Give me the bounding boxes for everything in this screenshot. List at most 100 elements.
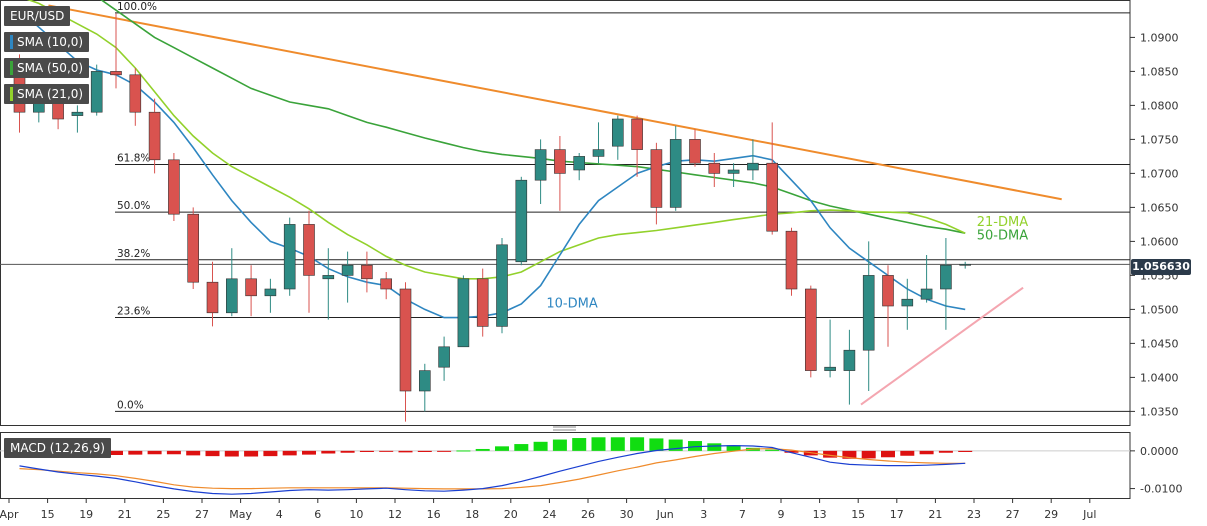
candle-body: [573, 156, 586, 171]
symbol-label-text: EUR/USD: [10, 9, 65, 23]
x-tick-label: 18: [465, 508, 479, 521]
annotation-10-dma: 10-DMA: [546, 296, 597, 311]
candle: [843, 329, 856, 405]
legend-sma50-swatch: [10, 61, 13, 75]
macd-histogram-bar: [147, 450, 162, 455]
x-tick-label: 21: [928, 508, 942, 521]
macd-histogram-bar: [437, 450, 452, 452]
candle: [148, 98, 161, 174]
y-tick-label: 1.0500: [1140, 303, 1179, 316]
candle-body: [187, 213, 199, 283]
candle-body: [901, 298, 914, 307]
macd-histogram-bar: [302, 450, 316, 455]
macd-y-tick-label: -0.0100: [1140, 483, 1182, 496]
macd-histogram-bar: [881, 450, 895, 458]
macd-histogram-bar: [688, 441, 702, 451]
x-tick-label: May: [229, 508, 252, 521]
macd-histogram-bar: [630, 437, 645, 451]
last-price-value: 1.056630: [1132, 260, 1190, 273]
x-tick-label: 15: [41, 508, 55, 521]
candle-body: [611, 118, 624, 147]
x-tick-label: 15: [851, 508, 865, 521]
candle: [554, 136, 566, 211]
macd-histogram-bar: [572, 438, 587, 451]
candle-body: [341, 264, 354, 276]
legend-sma21-label: SMA (21,0): [17, 87, 84, 101]
candle-body: [245, 278, 257, 297]
macd-line: [19, 444, 966, 495]
y-tick-label: 1.0350: [1140, 405, 1179, 418]
candle-body: [940, 264, 952, 290]
candle-body: [264, 288, 277, 297]
candle-body: [322, 275, 335, 280]
legend-macd[interactable]: MACD (12,26,9): [4, 438, 111, 458]
candle: [206, 261, 219, 327]
x-tick-label: 29: [1044, 508, 1058, 521]
macd-histogram-bar: [533, 441, 548, 451]
candle-body: [515, 179, 528, 263]
x-tick-label: 16: [427, 508, 441, 521]
candle: [322, 248, 335, 320]
candle-body: [882, 275, 894, 307]
fib-level-label: 23.6%: [117, 306, 150, 318]
macd-histogram-bar: [186, 450, 201, 456]
x-tick-label: 30: [620, 508, 634, 521]
macd-histogram-bar: [244, 450, 259, 457]
candle: [90, 64, 103, 116]
y-tick-label: 1.0900: [1140, 31, 1179, 44]
sma50-line: [100, 0, 966, 234]
macd-histogram-bar: [495, 446, 509, 451]
legend-sma21[interactable]: SMA (21,0): [4, 84, 90, 104]
candle: [747, 139, 759, 181]
candle: [110, 13, 122, 89]
x-tick-label: 23: [967, 508, 981, 521]
x-tick-label: 24: [542, 508, 556, 521]
macd-histogram-bar: [282, 450, 297, 456]
legend-sma10[interactable]: SMA (10,0): [4, 32, 90, 52]
candle-body: [843, 349, 856, 371]
macd-histogram-bar: [340, 450, 355, 453]
x-tick-label: 27: [1006, 508, 1020, 521]
legend-sma10-label: SMA (10,0): [17, 35, 84, 49]
macd-histogram-bar: [649, 438, 664, 451]
candle-body: [457, 278, 470, 348]
candle: [438, 336, 450, 381]
macd-histogram-bar: [842, 450, 857, 459]
macd-panel-frame: [0, 432, 1131, 499]
candle-body: [689, 139, 701, 164]
y-tick-label: 1.0450: [1140, 337, 1179, 350]
annotation-50-dma: 50-DMA: [977, 228, 1028, 243]
legend-sma50[interactable]: SMA (50,0): [4, 58, 90, 78]
candle: [418, 363, 431, 412]
candle: [824, 319, 836, 378]
candle: [920, 255, 933, 303]
candle-body: [631, 118, 643, 150]
sma21-line: [26, 0, 966, 280]
x-tick-label: 17: [890, 508, 904, 521]
candle-body: [418, 370, 431, 392]
fib-level-label: 50.0%: [117, 200, 150, 212]
candle: [515, 176, 528, 266]
y-tick-label: 1.0650: [1140, 201, 1179, 214]
candle: [959, 261, 972, 269]
legend-sma50-label: SMA (50,0): [17, 61, 84, 75]
macd-histogram-bar: [668, 439, 683, 451]
macd-histogram-bar: [417, 450, 432, 452]
candle-body: [534, 149, 547, 181]
x-tick-label: 13: [813, 508, 827, 521]
candle-body: [650, 149, 663, 208]
x-tick-label: 7: [739, 508, 746, 521]
candle: [245, 265, 257, 317]
macd-histogram-bar: [475, 448, 490, 451]
x-tick-label: 4: [276, 508, 283, 521]
macd-signal-line: [19, 447, 966, 490]
candle: [226, 248, 238, 317]
candle: [457, 275, 470, 348]
x-tick-label: 21: [118, 508, 132, 521]
candle-body: [476, 278, 489, 327]
fib-level-label: 0.0%: [117, 399, 144, 411]
macd-histogram-bar: [128, 450, 143, 455]
macd-histogram-bar: [938, 450, 953, 453]
candle: [303, 210, 315, 313]
candle: [766, 122, 779, 235]
